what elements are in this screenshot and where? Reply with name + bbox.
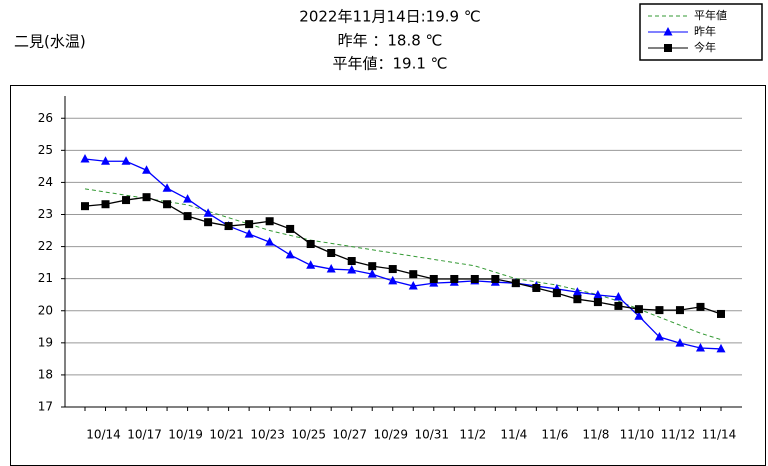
x-tick-label: 10/27 [332,428,367,442]
marker [388,265,397,274]
marker [224,222,233,231]
y-tick-label: 22 [38,239,53,253]
marker [470,274,479,283]
series-line [84,158,722,350]
marker [265,237,275,246]
marker [142,165,152,174]
marker [122,196,131,205]
x-tick-label: 10/29 [373,428,408,442]
marker [101,200,110,209]
marker [347,257,356,266]
marker [306,260,316,269]
marker [121,156,131,165]
marker [367,269,377,278]
marker [675,306,684,315]
subtitle: 平年値：19.1 ℃ [332,55,447,73]
marker [491,274,500,283]
marker [245,220,254,229]
marker [306,240,315,249]
plot-frame [10,85,766,466]
x-tick-label: 10/17 [127,428,162,442]
marker [572,287,582,296]
marker [81,202,89,211]
marker [613,291,623,301]
marker [163,200,172,209]
x-tick-label: 11/12 [661,428,696,442]
x-tick-label: 11/10 [620,428,655,442]
x-tick-label: 11/8 [582,428,609,442]
marker [655,306,664,315]
marker [162,183,172,192]
marker [593,298,602,307]
legend-label: 昨年 [694,24,716,38]
x-tick-label: 10/21 [209,428,244,442]
y-tick-label: 18 [38,367,53,381]
marker [183,212,192,221]
marker [327,249,336,257]
marker [368,262,377,271]
marker [717,309,725,318]
marker [183,194,193,203]
x-tick-label: 11/2 [459,428,486,442]
marker [204,218,213,227]
marker [664,44,672,52]
x-tick-label: 10/25 [291,428,326,442]
legend-label: 今年 [694,40,716,54]
marker [142,193,151,202]
y-tick-label: 21 [38,271,53,285]
marker [552,289,561,298]
x-tick-label: 10/23 [250,428,285,442]
chart-title: 2022年11月14日:19.9 ℃ [299,8,480,26]
x-tick-label: 11/14 [702,428,737,442]
subtitle: 昨年 ：18.8 ℃ [338,32,443,50]
x-tick-label: 11/4 [500,428,527,442]
y-tick-label: 26 [38,111,53,125]
marker [265,217,274,226]
y-tick-label: 17 [38,400,53,414]
marker [716,343,726,353]
marker [663,27,673,36]
marker [593,290,603,299]
marker [101,156,111,165]
marker [573,295,582,304]
marker [429,274,438,283]
marker [244,229,254,238]
legend-label: 平年値 [694,8,727,22]
y-tick-label: 19 [38,335,53,349]
marker [408,281,418,290]
marker [532,283,541,292]
marker [388,275,398,285]
marker [614,301,623,310]
marker [80,153,90,163]
marker [409,270,418,279]
marker [654,332,664,341]
y-tick-label: 20 [38,303,53,317]
marker [696,302,705,311]
x-tick-label: 10/19 [168,428,203,442]
x-tick-label: 11/6 [541,428,568,442]
marker [695,342,705,352]
marker [326,264,336,273]
marker [347,265,357,274]
marker [634,305,643,314]
marker [203,208,213,217]
y-tick-label: 24 [38,175,53,189]
x-tick-label: 10/14 [86,428,121,442]
station-name: 二見(水温) [14,33,86,51]
marker [511,279,520,288]
y-tick-label: 25 [38,143,53,157]
marker [675,338,685,347]
marker [634,311,644,320]
y-tick-label: 23 [38,207,53,221]
marker [286,224,295,233]
x-tick-label: 10/31 [414,428,449,442]
marker [450,274,459,283]
marker [285,249,295,259]
